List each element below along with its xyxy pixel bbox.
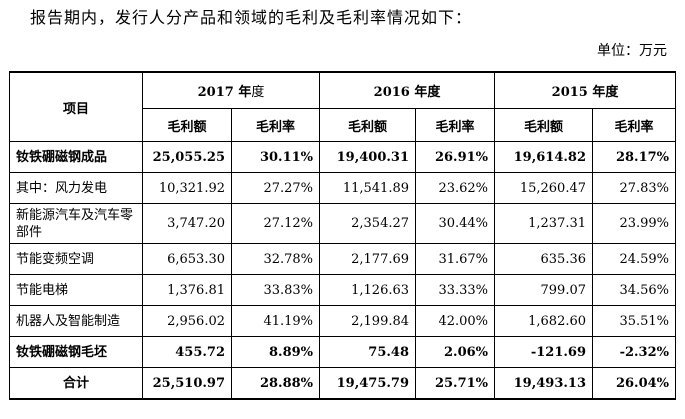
gross-margin-cell: 32.78% (230, 243, 321, 275)
gross-margin-header: 毛利率 (592, 108, 677, 142)
gross-profit-cell: 3,747.20 (142, 203, 232, 244)
intro-text: 报告期内，发行人分产品和领域的毛利及毛利率情况如下： (30, 8, 473, 27)
year-header-2017: 2017 年度 (141, 71, 321, 109)
gross-margin-cell: 30.44% (415, 203, 496, 244)
table-row: 节能电梯 1,376.81 33.83% 1,126.63 33.33% 799.07 34… (9, 274, 677, 306)
gross-profit-cell: 10,321.92 (142, 172, 232, 204)
year-label: 2017 年 (197, 85, 252, 100)
gross-margin-cell: 26.91% (415, 141, 496, 173)
gross-margin-cell: 41.19% (230, 305, 321, 337)
year-header-2015: 2015 年度 (494, 71, 677, 109)
gross-profit-header: 毛利额 (319, 108, 417, 142)
gross-profit-cell: 15,260.47 (494, 172, 594, 204)
table-row: 机器人及智能制造 2,956.02 41.19% 2,199.84 42.00% 1,68… (9, 305, 677, 337)
gross-margin-cell: -2.32% (592, 336, 677, 368)
row-label: 其中：风力发电 (9, 172, 143, 204)
row-label: 合计 (9, 367, 143, 400)
row-label: 钕铁硼磁钢毛坯 (9, 336, 143, 368)
year-label: 2015 年度 (551, 85, 619, 100)
gross-margin-cell: 27.12% (230, 203, 321, 244)
gross-profit-cell: 19,493.13 (494, 367, 594, 400)
table-row: 钕铁硼磁钢毛坯 455.72 8.89% 75.48 2.06% -121.69 -2.32… (9, 336, 677, 368)
gross-margin-cell: 35.51% (592, 305, 677, 337)
unit-label: 单位：万元 (597, 43, 667, 59)
gross-margin-cell: 34.56% (592, 274, 677, 306)
gross-profit-cell: 25,510.97 (142, 367, 232, 400)
gross-profit-cell: 19,475.79 (319, 367, 417, 400)
gross-margin-cell: 25.71% (415, 367, 496, 400)
year-suffix: 度 (251, 85, 265, 100)
gross-margin-header: 毛利率 (415, 108, 496, 142)
gross-profit-cell: 799.07 (494, 274, 594, 306)
gross-margin-cell: 8.89% (230, 336, 321, 368)
gross-margin-cell: 33.33% (415, 274, 496, 306)
row-label: 节能变频空调 (9, 243, 143, 275)
gross-profit-cell: 11,541.89 (319, 172, 417, 204)
gross-profit-header: 毛利额 (142, 108, 232, 142)
gross-profit-cell: 2,177.69 (319, 243, 417, 275)
gross-margin-cell: 28.17% (592, 141, 677, 173)
gross-margin-cell: 24.59% (592, 243, 677, 275)
gross-profit-cell: -121.69 (494, 336, 594, 368)
gross-margin-cell: 26.04% (592, 367, 677, 400)
table-row: 新能源汽车及汽车零部件 3,747.20 27.12% 2,354.27 30.44% 1… (9, 203, 677, 244)
gross-profit-cell: 75.48 (319, 336, 417, 368)
gross-profit-cell: 2,956.02 (142, 305, 232, 337)
year-header-2016: 2016 年度 (319, 71, 496, 109)
gross-profit-cell: 1,126.63 (319, 274, 417, 306)
table-row: 其中：风力发电 10,321.92 27.27% 11,541.89 23.62% 15,… (9, 172, 677, 204)
gross-profit-cell: 455.72 (142, 336, 232, 368)
gross-margin-cell: 33.83% (230, 274, 321, 306)
gross-profit-table: 项目 2017 年度 2016 年度 2015 年度 毛利额 毛利率 毛利额 毛利率毛… (9, 71, 677, 400)
header-row-metrics: 毛利额 毛利率 毛利额 毛利率 毛利额 毛利率 (10, 108, 677, 142)
gross-profit-cell: 1,682.60 (494, 305, 594, 337)
row-label: 节能电梯 (9, 274, 143, 306)
gross-margin-cell: 31.67% (415, 243, 496, 275)
gross-profit-cell: 19,400.31 (319, 141, 417, 173)
table-body: 钕铁硼磁钢成品 25,055.25 30.11% 19,400.31 26.91% 19,… (9, 141, 677, 400)
row-label: 钕铁硼磁钢成品 (9, 141, 143, 173)
gross-profit-cell: 25,055.25 (142, 141, 232, 173)
table-row: 钕铁硼磁钢成品 25,055.25 30.11% 19,400.31 26.91% 19,… (9, 141, 677, 173)
gross-profit-cell: 635.36 (494, 243, 594, 275)
gross-margin-header: 毛利率 (230, 108, 321, 142)
gross-profit-cell: 6,653.30 (142, 243, 232, 275)
gross-margin-cell: 42.00% (415, 305, 496, 337)
gross-margin-cell: 23.62% (415, 172, 496, 204)
header-row-years: 项目 2017 年度 2016 年度 2015 年度 (9, 71, 677, 142)
gross-profit-cell: 19,614.82 (494, 141, 594, 173)
gross-profit-cell: 1,376.81 (142, 274, 232, 306)
gross-profit-cell: 2,354.27 (319, 203, 417, 244)
gross-profit-cell: 1,237.31 (494, 203, 594, 244)
gross-margin-cell: 27.83% (592, 172, 677, 204)
gross-margin-cell: 28.88% (230, 367, 321, 400)
row-label: 机器人及智能制造 (9, 305, 143, 337)
table-row: 节能变频空调 6,653.30 32.78% 2,177.69 31.67% 635.36… (9, 243, 677, 275)
gross-profit-cell: 2,199.84 (319, 305, 417, 337)
gross-margin-cell: 27.27% (230, 172, 321, 204)
gross-margin-cell: 30.11% (230, 141, 321, 173)
year-label: 2016 年度 (373, 85, 441, 100)
row-label: 新能源汽车及汽车零部件 (9, 203, 143, 244)
gross-margin-cell: 23.99% (592, 203, 677, 244)
table-row: 合计 25,510.97 28.88% 19,475.79 25.71% 19,493.1… (9, 367, 677, 400)
gross-profit-header: 毛利额 (494, 108, 594, 142)
item-header: 项目 (9, 71, 143, 142)
gross-margin-cell: 2.06% (415, 336, 496, 368)
